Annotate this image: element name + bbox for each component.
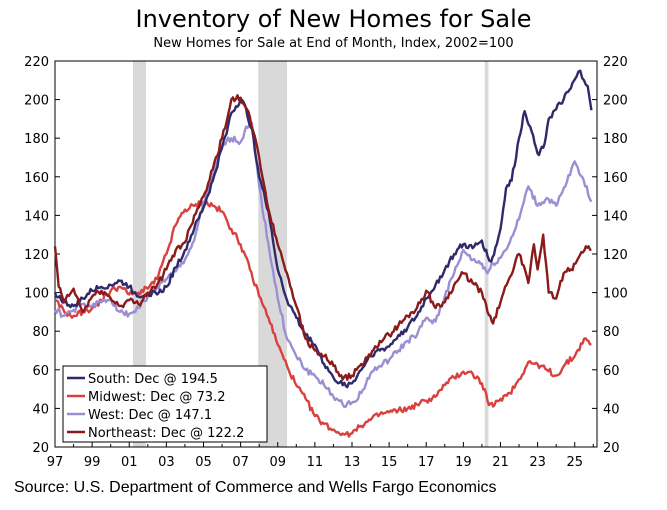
y-tick-label-left: 200 [24, 94, 49, 109]
y-tick-label-left: 120 [24, 248, 49, 263]
y-tick-label-right: 100 [603, 287, 628, 302]
x-tick-label: 21 [492, 455, 509, 470]
legend-box [62, 365, 268, 443]
chart-subtitle: New Homes for Sale at End of Month, Inde… [153, 36, 514, 51]
y-tick-label-right: 160 [603, 171, 628, 186]
x-tick-label: 15 [381, 455, 398, 470]
x-tick-label: 13 [344, 455, 361, 470]
y-tick-label-right: 140 [603, 209, 628, 224]
x-tick-label: 07 [232, 455, 249, 470]
y-tick-label-left: 60 [32, 364, 49, 379]
x-tick-label: 99 [84, 455, 101, 470]
x-tick-label: 05 [195, 455, 212, 470]
y-tick-label-right: 60 [603, 364, 620, 379]
series-line-northeast [53, 94, 592, 381]
y-tick-label-right: 220 [603, 55, 628, 70]
y-tick-label-right: 20 [603, 441, 620, 456]
y-tick-label-left: 80 [32, 325, 49, 340]
chart-source-note: Source: U.S. Department of Commerce and … [14, 479, 497, 496]
y-tick-label-left: 180 [24, 132, 49, 147]
legend-label-northeast: Northeast: Dec @ 122.2 [88, 426, 244, 441]
x-tick-label: 23 [529, 455, 546, 470]
y-tick-label-left: 220 [24, 55, 49, 70]
y-tick-label-left: 20 [32, 441, 49, 456]
chart-title: Inventory of New Homes for Sale [135, 5, 532, 33]
legend-label-midwest: Midwest: Dec @ 73.2 [88, 390, 225, 405]
x-tick-label: 09 [269, 455, 286, 470]
x-tick-label: 01 [121, 455, 138, 470]
x-tick-label: 17 [418, 455, 435, 470]
recession-band-1 [132, 61, 146, 447]
series-line-west [53, 121, 593, 409]
y-tick-label-right: 40 [603, 402, 620, 417]
y-tick-label-left: 140 [24, 209, 49, 224]
x-tick-label: 97 [47, 455, 64, 470]
y-tick-label-right: 120 [603, 248, 628, 263]
x-tick-label: 03 [158, 455, 175, 470]
legend-label-south: South: Dec @ 194.5 [88, 372, 218, 387]
x-tick-label: 25 [566, 455, 583, 470]
series-line-midwest [54, 200, 592, 438]
y-tick-label-right: 80 [603, 325, 620, 340]
x-tick-label: 19 [455, 455, 472, 470]
x-tick-label: 11 [307, 455, 324, 470]
y-tick-label-right: 180 [603, 132, 628, 147]
y-tick-label-left: 160 [24, 171, 49, 186]
legend-label-west: West: Dec @ 147.1 [88, 408, 212, 423]
y-tick-label-right: 200 [603, 94, 628, 109]
y-tick-label-left: 100 [24, 287, 49, 302]
y-tick-label-left: 40 [32, 402, 49, 417]
